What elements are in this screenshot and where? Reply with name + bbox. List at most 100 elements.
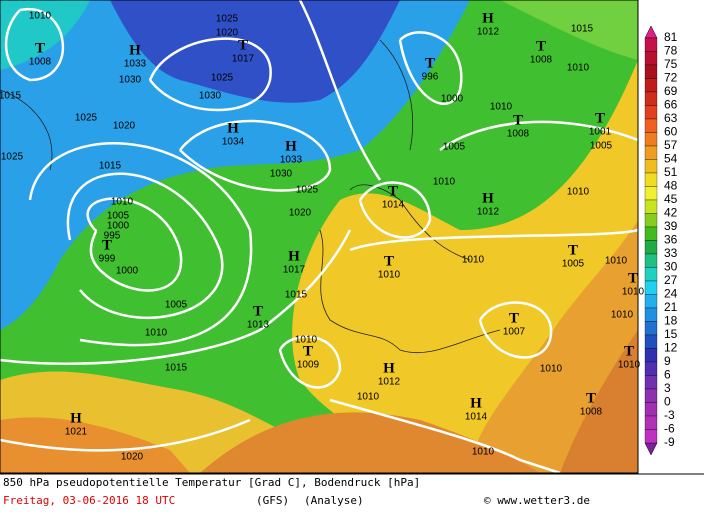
pressure-symbol: T — [253, 303, 263, 319]
colorbar-tick-label: 69 — [664, 84, 678, 98]
pressure-value: 1008 — [507, 129, 530, 140]
colorbar-tick-label: 45 — [664, 192, 678, 206]
isobar-label: 1010 — [357, 392, 380, 403]
pressure-symbol: T — [35, 40, 45, 56]
colorbar-tick-label: 27 — [664, 273, 678, 287]
colorbar-band — [644, 294, 658, 309]
colorbar-tick-label: 24 — [664, 287, 678, 301]
isobar-label: 1010 — [29, 11, 52, 22]
isobar-label: 1025 — [75, 113, 98, 124]
pressure-value: 1010 — [622, 287, 645, 298]
isobar-label: 1015 — [285, 290, 308, 301]
isobar-label: 1010 — [567, 187, 590, 198]
pressure-value: 1010 — [618, 360, 641, 371]
isobar-label: 1025 — [1, 152, 24, 163]
pressure-value: 1033 — [124, 59, 147, 70]
colorbar-tick-label: 33 — [664, 246, 678, 260]
pressure-value: 1008 — [580, 407, 603, 418]
colorbar-band — [644, 186, 658, 201]
colorbar-band — [644, 321, 658, 336]
colorbar-tick-label: 72 — [664, 71, 678, 85]
isobar-label: 1030 — [119, 75, 142, 86]
isobar-label: 1010 — [567, 63, 590, 74]
pressure-value: 1012 — [477, 207, 500, 218]
pressure-value: 1010 — [378, 270, 401, 281]
pressure-value: 996 — [422, 72, 439, 83]
pressure-value: 1008 — [29, 57, 52, 68]
colorbar-band — [644, 280, 658, 295]
isobar-label: 1015 — [571, 24, 594, 35]
colorbar-band — [644, 159, 658, 174]
isobar-label: 1000 — [441, 94, 464, 105]
isobar-label: 1020 — [121, 452, 144, 463]
isobar-label: 1015 — [99, 161, 122, 172]
pressure-value: 1014 — [465, 412, 488, 423]
pressure-symbol: T — [568, 242, 578, 258]
pressure-value: 1014 — [382, 200, 405, 211]
isobar-label: 995 — [104, 231, 121, 242]
colorbar-tick-label: 0 — [664, 395, 671, 409]
colorbar-band — [644, 199, 658, 214]
isobar-label: 1025 — [216, 14, 239, 25]
colorbar-band — [644, 78, 658, 93]
isobar-label: 1010 — [111, 197, 134, 208]
footer-date: Freitag, 03-06-2016 18 UTC — [3, 494, 175, 507]
colorbar-band — [644, 51, 658, 66]
pressure-value: 1013 — [247, 320, 270, 331]
pressure-symbol: T — [595, 110, 605, 126]
isobar-label: 1000 — [116, 266, 139, 277]
colorbar-band — [644, 348, 658, 363]
pressure-symbol: H — [227, 120, 239, 136]
footer-analysis: (Analyse) — [304, 494, 364, 507]
colorbar-tick-label: 78 — [664, 44, 678, 58]
colorbar-band — [644, 145, 658, 160]
colorbar-tick-label: 36 — [664, 233, 678, 247]
isobar-label: 1005 — [165, 300, 188, 311]
pressure-symbol: H — [482, 10, 494, 26]
pressure-value: 1033 — [280, 155, 303, 166]
isobar-label: 1020 — [289, 208, 312, 219]
footer-model: (GFS) — [256, 494, 289, 507]
pressure-value: 1017 — [232, 54, 255, 65]
pressure-value: 1009 — [297, 360, 320, 371]
pressure-symbol: T — [384, 253, 394, 269]
colorbar-tick-label: 57 — [664, 138, 678, 152]
colorbar-band — [644, 213, 658, 228]
pressure-value: 1001 — [589, 127, 612, 138]
colorbar-tick-label: 9 — [664, 354, 671, 368]
isobar-label: 1030 — [270, 169, 293, 180]
isobar-label: 1010 — [472, 447, 495, 458]
colorbar-band — [644, 118, 658, 133]
pressure-symbol: T — [509, 310, 519, 326]
colorbar-band — [644, 415, 658, 430]
isobar-label: 1010 — [295, 335, 318, 346]
colorbar-band — [644, 334, 658, 349]
pressure-value: 1017 — [283, 265, 306, 276]
isobar-label: 1010 — [605, 256, 628, 267]
colorbar-band — [644, 226, 658, 241]
pressure-symbol: H — [70, 410, 82, 426]
colorbar-band — [644, 240, 658, 255]
colorbar: 8178757269666360575451484542393633302724… — [644, 25, 678, 456]
colorbar-tick-label: -6 — [664, 422, 675, 436]
colorbar-tick-label: 3 — [664, 381, 671, 395]
pressure-symbol: H — [129, 42, 141, 58]
colorbar-band — [644, 267, 658, 282]
pressure-value: 1008 — [530, 55, 553, 66]
pressure-symbol: T — [388, 183, 398, 199]
isobar-label: 1005 — [590, 141, 613, 152]
colorbar-band — [644, 402, 658, 417]
footer-title: 850 hPa pseudopotentielle Temperatur [Gr… — [3, 476, 420, 489]
colorbar-tick-label: 60 — [664, 125, 678, 139]
isobar-label: 1015 — [165, 363, 188, 374]
pressure-value: 1034 — [222, 137, 245, 148]
pressure-symbol: H — [470, 395, 482, 411]
colorbar-band — [644, 388, 658, 403]
colorbar-tick-label: 48 — [664, 179, 678, 193]
pressure-symbol: T — [303, 343, 313, 359]
colorbar-tick-label: -3 — [664, 408, 675, 422]
pressure-symbol: H — [288, 248, 300, 264]
isobar-label: 1020 — [113, 121, 136, 132]
